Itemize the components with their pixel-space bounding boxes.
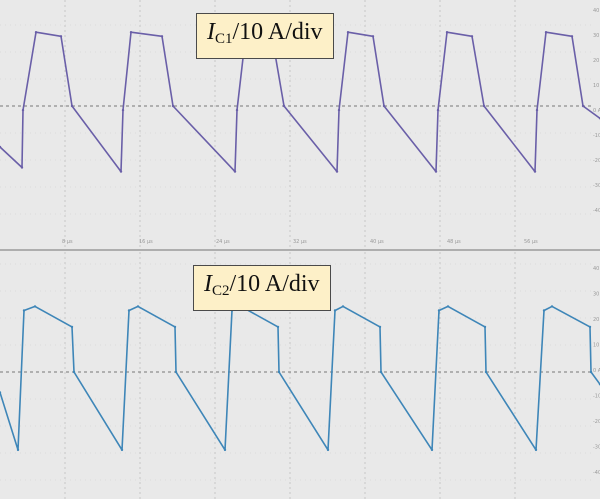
waveform-point: [20, 166, 24, 169]
y-tick-label: -40 A: [593, 208, 600, 214]
waveform-point: [173, 325, 177, 329]
waveform-point: [0, 145, 2, 149]
waveform-point: [341, 305, 345, 308]
waveform-point: [136, 305, 140, 308]
waveform-point: [174, 370, 178, 374]
panel-ic2: 40 A 30 A 20 A 10 A 0 A -10 A -20 A -30 A -40 A: [0, 252, 600, 499]
waveform-point: [121, 108, 125, 112]
waveform-point: [70, 104, 74, 108]
waveform-point: [21, 108, 25, 112]
y-tick-label: 10 A: [593, 83, 600, 89]
waveform-point: [542, 309, 546, 312]
y-tick-label: -30 A: [593, 183, 600, 189]
waveform-point: [119, 170, 123, 173]
waveform-point: [550, 305, 554, 308]
waveform-point: [470, 35, 474, 38]
y-tick-label: 40 A: [593, 8, 600, 14]
x-tick-label: 48 µs: [447, 239, 461, 245]
waveform-point: [22, 309, 26, 312]
waveform-point: [235, 108, 239, 112]
waveform-point: [34, 31, 38, 34]
x-tick-label: 16 µs: [139, 239, 153, 245]
y-tick-label: -20 A: [593, 158, 600, 164]
waveform-point: [570, 35, 574, 38]
waveform-point: [581, 104, 585, 108]
y-tick-label: -10 A: [593, 394, 600, 400]
x-tick-label: 32 µs: [293, 239, 307, 245]
waveform-point: [434, 170, 438, 173]
waveform-point: [120, 448, 124, 452]
waveform-point: [223, 448, 227, 452]
y-tick-label: -30 A: [593, 445, 600, 451]
x-tick-label: 40 µs: [370, 239, 384, 245]
y-tick-label: -40 A: [593, 470, 600, 476]
ic1-scale-label: IC1/10 A/div: [196, 13, 334, 59]
waveform-point: [589, 370, 593, 374]
waveform-trace: [0, 31, 600, 173]
y-tick-label: 0 A: [593, 368, 600, 374]
waveform-point: [588, 325, 592, 329]
y-tick-label: 0 A: [593, 108, 600, 114]
waveform-point: [276, 325, 280, 329]
waveform-point: [0, 391, 2, 394]
waveform-point: [346, 31, 350, 34]
waveform-point: [335, 170, 339, 173]
waveform-point: [33, 305, 37, 308]
y-tick-label: 20 A: [593, 58, 600, 64]
waveform-trace: [0, 305, 600, 451]
waveform-point: [72, 370, 76, 374]
waveform-point: [171, 104, 175, 108]
waveform-point: [333, 309, 337, 312]
waveform-point: [337, 108, 341, 112]
waveform-point: [482, 104, 486, 108]
waveform-point: [16, 448, 20, 452]
x-tick-label: 8 µs: [62, 239, 73, 245]
waveform-point: [436, 108, 440, 112]
waveform-point: [378, 325, 382, 329]
waveform-point: [533, 170, 537, 173]
waveform-point: [326, 448, 330, 452]
waveform-point: [483, 325, 487, 329]
waveform-point: [371, 35, 375, 38]
waveform-point: [70, 325, 74, 329]
waveform-point: [445, 31, 449, 34]
waveform-point: [430, 448, 434, 452]
waveform-point: [277, 370, 281, 374]
y-tick-label: -20 A: [593, 419, 600, 425]
waveform-point: [535, 108, 539, 112]
y-tick-label: 20 A: [593, 317, 600, 323]
y-tick-label: 10 A: [593, 343, 600, 349]
waveform-point: [484, 370, 488, 374]
y-tick-label: 30 A: [593, 292, 600, 298]
waveform-point: [544, 31, 548, 34]
waveform-point: [437, 309, 441, 312]
waveform-point: [127, 309, 131, 312]
y-tick-label: 40 A: [593, 266, 600, 272]
y-tick-label: 30 A: [593, 33, 600, 39]
ic2-scale-label: IC2/10 A/div: [193, 265, 331, 311]
y-tick-label: -10 A: [593, 133, 600, 139]
waveform-point: [382, 104, 386, 108]
waveform-point: [129, 31, 133, 34]
waveform-point: [534, 448, 538, 452]
x-tick-label: 56 µs: [524, 239, 538, 245]
waveform-point: [59, 35, 63, 38]
waveform-point: [446, 305, 450, 308]
waveform-point: [233, 170, 237, 173]
x-tick-label: 24 µs: [216, 239, 230, 245]
waveform-point: [160, 35, 164, 38]
waveform-point: [282, 104, 286, 108]
waveform-point: [379, 370, 383, 374]
